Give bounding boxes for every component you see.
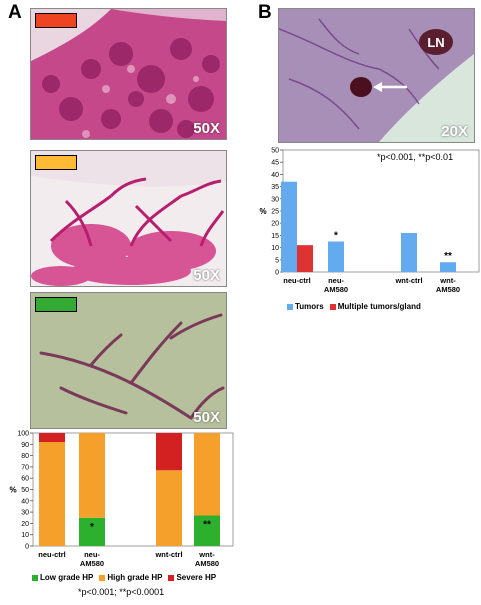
x-tick-label: AM580 [436,285,460,294]
bar-tumors [440,262,456,272]
micrograph-tumor-image: LN [279,9,474,142]
y-tick-label: 50 [271,148,279,155]
chart-hp-grade-svg: 0102030405060708090100%neu-ctrl*neu-AM58… [9,431,234,568]
y-tick-label: 15 [271,233,279,240]
significance-marker: * [334,231,338,242]
x-tick-label: wnt- [439,276,456,285]
legend-label: Low grade HP [40,573,94,582]
legend-item: Low grade HP [32,573,93,582]
y-tick-label: 0 [275,270,279,277]
y-tick-label: 20 [271,221,279,228]
micrograph-high-grade-hp: 50X [30,150,227,287]
x-tick-label: neu-ctrl [38,550,66,559]
micrograph-severe-hp-image [31,9,226,139]
bar-high-grade-hp [156,470,182,546]
y-tick-label: 40 [271,172,279,179]
legend-item: Tumors [287,302,324,311]
bar-severe-hp [156,433,182,471]
magnification-label: 50X [193,409,220,426]
legend-label: High grade HP [107,573,163,582]
plot-area [282,149,480,273]
legend-swatch [168,574,175,581]
micrograph-low-grade-hp: 50X [30,292,227,429]
bar-tumors [401,232,417,272]
significance-marker: ** [444,251,452,262]
micrograph-high-grade-hp-image [31,151,226,286]
significance-note: *p<0.001, **p<0.01 [377,152,454,162]
x-tick-label: wnt- [198,550,215,559]
significance-note: *p<0.001; **p<0.0001 [78,587,165,597]
y-tick-label: 80 [21,453,29,460]
micrograph-tumor-ln: LN 20X [278,8,475,143]
y-tick-label: 45 [271,160,279,167]
legend-item: High grade HP [99,573,162,582]
y-tick-label: 30 [21,510,29,517]
y-tick-label: 25 [271,209,279,216]
magnification-label: 50X [193,267,220,284]
chart-tumors-legend: Tumors Multiple tumors/gland [287,302,421,311]
y-tick-label: 50 [21,487,29,494]
x-tick-label: AM580 [195,559,219,568]
x-tick-label: AM580 [80,559,104,568]
x-tick-label: neu-ctrl [283,276,311,285]
y-tick-label: 70 [21,464,29,471]
x-tick-label: AM580 [324,285,348,294]
y-tick-label: 20 [21,521,29,528]
bar-high-grade-hp [194,433,220,516]
bar-low-grade-hp [79,517,105,546]
legend-swatch [32,574,38,581]
x-tick-label: wnt-ctrl [154,550,182,559]
chart-hp-grade-legend: Low grade HP High grade HP Severe HP [32,573,216,582]
y-axis-label: % [9,486,16,495]
bar-tumors [281,181,297,272]
legend-swatch [287,303,293,310]
y-tick-label: 10 [21,532,29,539]
legend-swatch [329,303,336,310]
micrograph-severe-hp: 50X [30,8,227,140]
y-tick-label: 35 [271,184,279,191]
legend-swatch [99,574,106,581]
lymph-node-label: LN [427,35,444,50]
y-tick-label: 100 [17,431,29,438]
panel-b-label: B [258,2,272,23]
y-tick-label: 40 [21,498,29,505]
legend-item: Severe HP [168,573,216,582]
x-tick-label: wnt-ctrl [394,276,422,285]
significance-marker: * [90,522,94,533]
bar-low-grade-hp [194,515,220,546]
legend-item: Multiple tumors/gland [329,302,421,311]
bar-high-grade-hp [39,442,65,546]
chart-hp-grade: 0 10 20 30 40 50 60 70 80 90 100% neu-ctrl * neu- AM58… [0,430,235,600]
bar-high-grade-hp [79,433,105,518]
y-axis-label: % [259,207,266,216]
y-tick-label: 5 [275,257,279,264]
severe-hp-color-swatch [35,13,77,28]
legend-label: Severe HP [176,573,217,582]
legend-label: Multiple tumors/gland [337,302,421,311]
y-tick-label: 10 [271,245,279,252]
y-tick-label: 90 [21,442,29,449]
magnification-label: 50X [193,120,220,137]
significance-marker: ** [203,519,211,530]
high-grade-hp-color-swatch [35,155,77,170]
chart-tumors: 0 5 10 15 20 25 30 35 40 45 50% neu-ctrl * neu- AM580 w… [252,145,481,315]
legend-label: Tumors [295,302,324,311]
micrograph-low-grade-hp-image [31,293,226,428]
y-tick-label: 60 [21,476,29,483]
chart-tumors-svg: 05101520253035404550%neu-ctrl*neu-AM580w… [259,148,480,294]
arrow-icon [373,82,407,92]
x-tick-label: neu- [328,276,344,285]
panel-a-label: A [8,2,22,23]
magnification-label: 20X [441,123,468,140]
low-grade-hp-color-swatch [35,297,77,312]
y-tick-label: 0 [25,544,29,551]
y-tick-label: 30 [271,196,279,203]
bar-severe-hp [39,433,65,443]
x-tick-label: neu- [84,550,100,559]
bar-multiple-tumors-gland [297,245,313,272]
bar-tumors [328,241,344,272]
